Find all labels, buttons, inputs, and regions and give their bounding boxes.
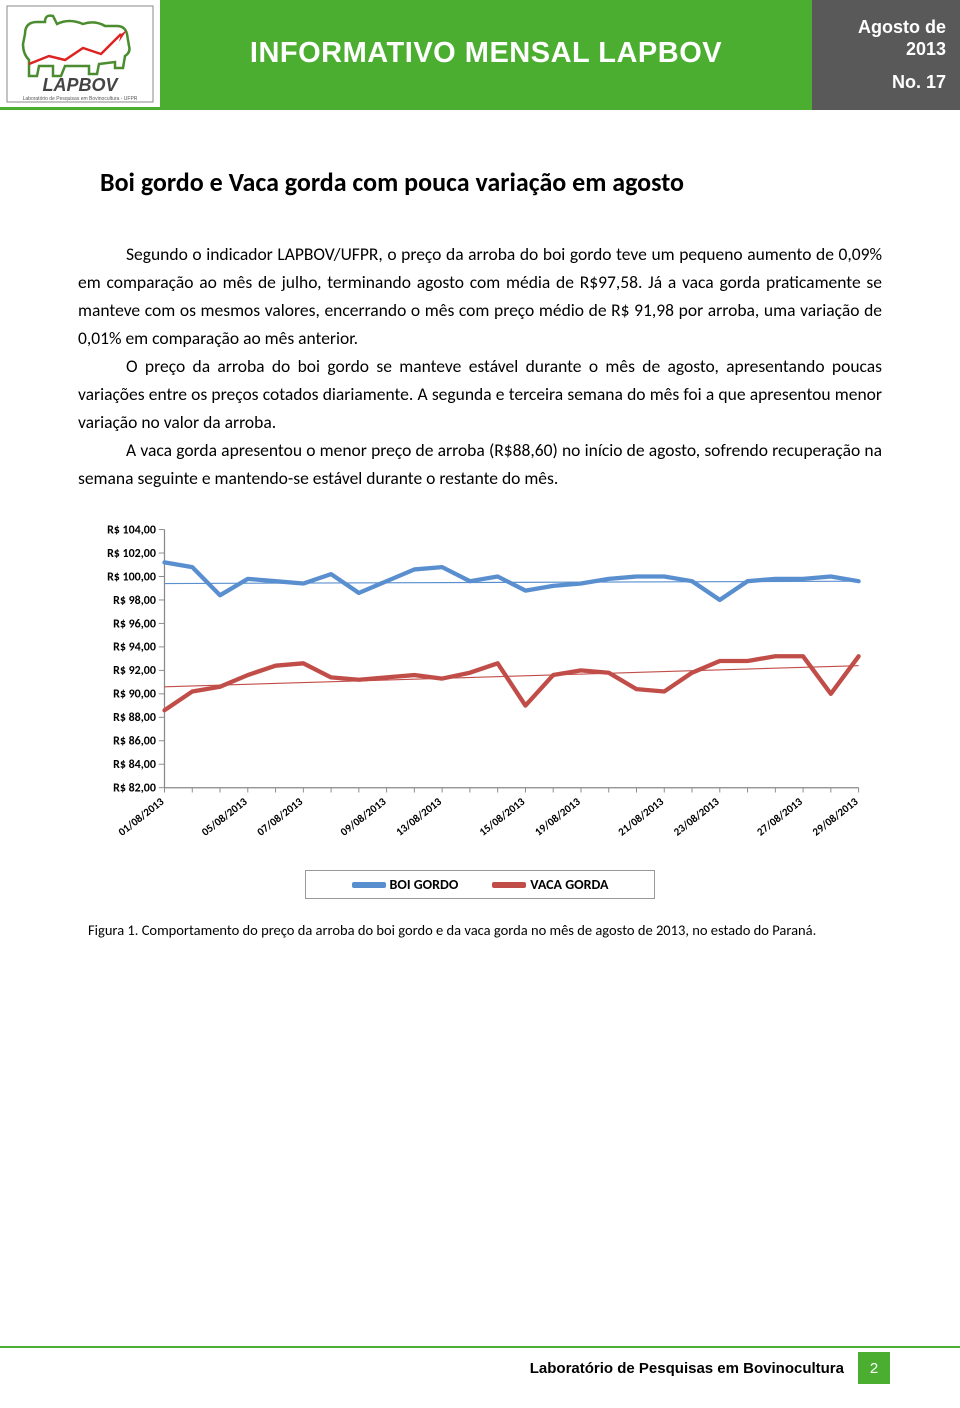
chart-legend: BOI GORDO VACA GORDA [305, 870, 655, 899]
svg-text:27/08/2013: 27/08/2013 [754, 795, 805, 839]
svg-text:R$ 98,00: R$ 98,00 [113, 594, 156, 608]
svg-text:R$ 92,00: R$ 92,00 [113, 664, 156, 678]
svg-text:23/08/2013: 23/08/2013 [671, 795, 722, 839]
legend-vaca: VACA GORDA [492, 876, 608, 893]
svg-text:29/08/2013: 29/08/2013 [810, 795, 861, 839]
svg-text:15/08/2013: 15/08/2013 [477, 795, 528, 839]
svg-text:R$ 88,00: R$ 88,00 [113, 711, 156, 725]
issue-number: No. 17 [816, 72, 956, 93]
svg-text:R$ 94,00: R$ 94,00 [113, 641, 156, 655]
chart-container: R$ 104,00 R$ 102,00 R$ 100,00 R$ 98,00 R$ 96… [78, 520, 882, 899]
legend-label-vaca: VACA GORDA [530, 876, 608, 893]
footer-page: 2 [858, 1352, 890, 1384]
svg-text:R$ 102,00: R$ 102,00 [107, 547, 156, 561]
title-bar: INFORMATIVO MENSAL LAPBOV [160, 0, 812, 110]
paragraph-2: O preço da arroba do boi gordo se mantev… [78, 352, 882, 436]
svg-text:Laboratório de Pesquisas em Bo: Laboratório de Pesquisas em Bovinocultur… [23, 96, 138, 102]
legend-label-boi: BOI GORDO [390, 876, 459, 893]
paragraph-3: A vaca gorda apresentou o menor preço de… [78, 436, 882, 492]
legend-boi: BOI GORDO [352, 876, 459, 893]
figure-caption: Figura 1. Comportamento do preço da arro… [88, 921, 882, 939]
svg-text:R$ 100,00: R$ 100,00 [107, 570, 156, 584]
legend-swatch-boi [352, 882, 386, 888]
body-text: Segundo o indicador LAPBOV/UFPR, o preço… [78, 240, 882, 492]
svg-text:R$ 90,00: R$ 90,00 [113, 688, 156, 702]
svg-text:LAPBOV: LAPBOV [42, 75, 119, 95]
svg-text:01/08/2013: 01/08/2013 [116, 795, 167, 839]
legend-swatch-vaca [492, 882, 526, 888]
svg-text:R$ 86,00: R$ 86,00 [113, 735, 156, 749]
svg-text:07/08/2013: 07/08/2013 [255, 795, 306, 839]
svg-text:05/08/2013: 05/08/2013 [199, 795, 250, 839]
article-title: Boi gordo e Vaca gorda com pouca variaçã… [100, 166, 882, 198]
header: LAPBOV Laboratório de Pesquisas em Bovin… [0, 0, 960, 110]
svg-text:09/08/2013: 09/08/2013 [338, 795, 389, 839]
date-month: Agosto de2013 [816, 17, 956, 60]
svg-text:R$ 84,00: R$ 84,00 [113, 758, 156, 772]
svg-text:R$ 82,00: R$ 82,00 [113, 782, 156, 796]
content: Boi gordo e Vaca gorda com pouca variaçã… [0, 110, 960, 939]
footer: Laboratório de Pesquisas em Bovinocultur… [0, 1352, 960, 1384]
footer-divider [0, 1346, 960, 1348]
paragraph-1: Segundo o indicador LAPBOV/UFPR, o preço… [78, 240, 882, 352]
header-title: INFORMATIVO MENSAL LAPBOV [250, 37, 722, 70]
price-chart: R$ 104,00 R$ 102,00 R$ 100,00 R$ 98,00 R$ 96… [88, 520, 872, 864]
svg-text:R$ 104,00: R$ 104,00 [107, 523, 156, 537]
logo-box: LAPBOV Laboratório de Pesquisas em Bovin… [0, 0, 160, 110]
svg-text:13/08/2013: 13/08/2013 [393, 795, 444, 839]
svg-text:R$ 96,00: R$ 96,00 [113, 617, 156, 631]
svg-text:21/08/2013: 21/08/2013 [616, 795, 667, 839]
date-box: Agosto de2013 No. 17 [812, 0, 960, 110]
footer-lab: Laboratório de Pesquisas em Bovinocultur… [530, 1360, 844, 1377]
svg-text:19/08/2013: 19/08/2013 [532, 795, 583, 839]
lapbov-logo: LAPBOV Laboratório de Pesquisas em Bovin… [5, 4, 155, 104]
